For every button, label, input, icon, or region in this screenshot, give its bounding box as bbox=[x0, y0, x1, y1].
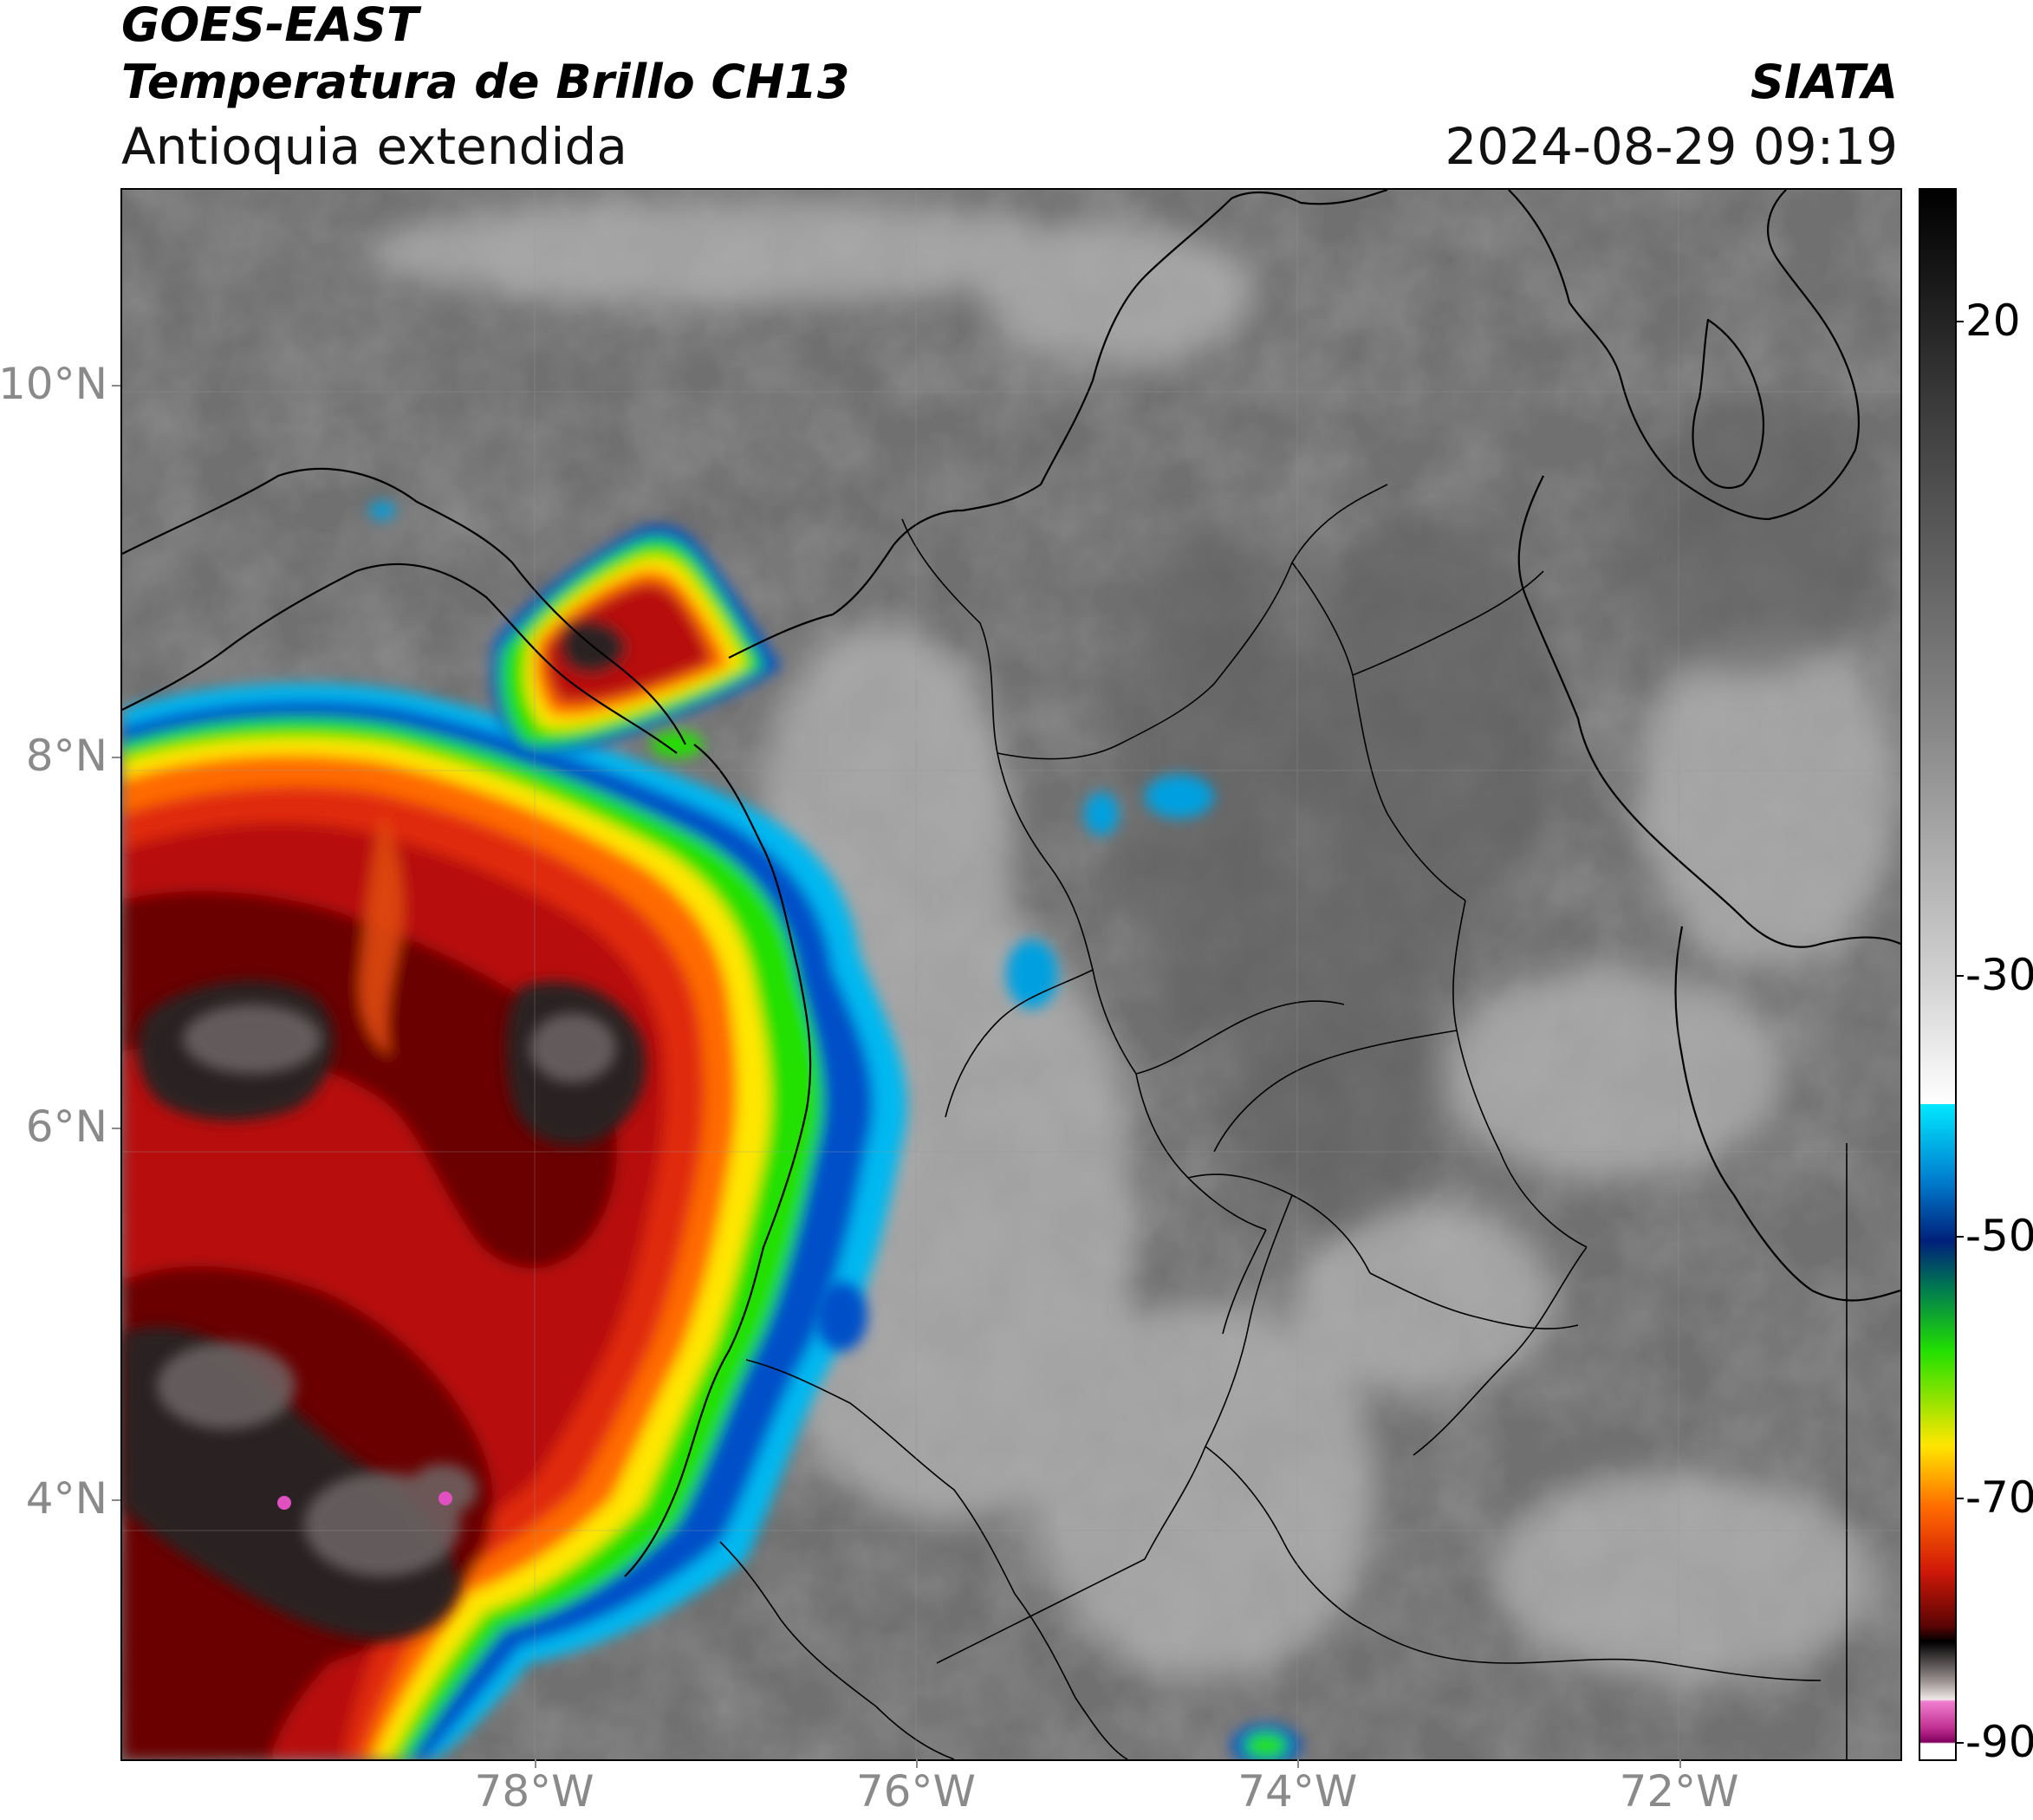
satellite-map[interactable] bbox=[120, 188, 1902, 1761]
lon-tick-label: 76°W bbox=[855, 1766, 976, 1817]
colorbar-tick-mark bbox=[1955, 974, 1964, 977]
title-product: Temperatura de Brillo CH13 bbox=[121, 55, 850, 109]
title-satellite: GOES-EAST bbox=[121, 0, 419, 52]
lat-tick-mark bbox=[112, 1128, 120, 1130]
lon-tick-mark bbox=[1679, 1759, 1681, 1768]
colorbar-tick-mark bbox=[1955, 1236, 1964, 1238]
graticule bbox=[122, 190, 1900, 1759]
panama-coast bbox=[122, 467, 686, 745]
colorbar-tick-label: -30 bbox=[1965, 949, 2033, 1000]
colorbar-tick-label: -90 bbox=[1965, 1717, 2033, 1767]
colorbar-tick-label: 20 bbox=[1965, 295, 2021, 346]
overshooting-top-magenta bbox=[277, 1492, 452, 1510]
lat-tick-mark bbox=[112, 385, 120, 387]
lon-tick-label: 78°W bbox=[474, 1766, 594, 1817]
convective-gray-overshoots bbox=[157, 1004, 616, 1576]
country-and-department-boundaries bbox=[122, 190, 1900, 1759]
department-boundaries bbox=[719, 484, 1848, 1759]
colorbar-tick-mark bbox=[1955, 1742, 1964, 1744]
lat-tick-label: 10°N bbox=[0, 359, 107, 410]
lat-tick-label: 8°N bbox=[25, 730, 107, 781]
lon-tick-mark bbox=[534, 1759, 536, 1768]
brightness-temperature-field bbox=[122, 190, 1900, 1759]
venezuela-gulf bbox=[1508, 190, 1861, 521]
lon-tick-mark bbox=[915, 1759, 918, 1768]
convective-fringe-cells bbox=[369, 502, 1301, 1759]
maracaibo-lake bbox=[1692, 318, 1765, 489]
lon-tick-label: 74°W bbox=[1237, 1766, 1358, 1817]
lon-tick-mark bbox=[1297, 1759, 1300, 1768]
colombia-caribbean-coast bbox=[1040, 190, 1388, 485]
colorbar bbox=[1919, 188, 1957, 1761]
colombia-pacific-coast bbox=[624, 744, 812, 1577]
colorbar-gradient bbox=[1920, 190, 1955, 1759]
title-region: Antioquia extendida bbox=[121, 117, 627, 176]
colombia-panama-border bbox=[728, 484, 1042, 659]
colorbar-tick-label: -50 bbox=[1965, 1211, 2033, 1262]
lat-tick-mark bbox=[112, 756, 120, 758]
datetime-label: 2024-08-29 09:19 bbox=[1445, 117, 1898, 176]
lon-tick-label: 72°W bbox=[1619, 1766, 1739, 1817]
lat-tick-label: 4°N bbox=[25, 1472, 107, 1524]
organization-label: SIATA bbox=[1750, 55, 1898, 109]
colorbar-tick-mark bbox=[1955, 1498, 1964, 1500]
colorbar-tick-label: -70 bbox=[1965, 1472, 2033, 1524]
lat-tick-mark bbox=[112, 1498, 120, 1501]
colorbar-tick-mark bbox=[1955, 320, 1964, 322]
lat-tick-label: 6°N bbox=[25, 1102, 107, 1153]
